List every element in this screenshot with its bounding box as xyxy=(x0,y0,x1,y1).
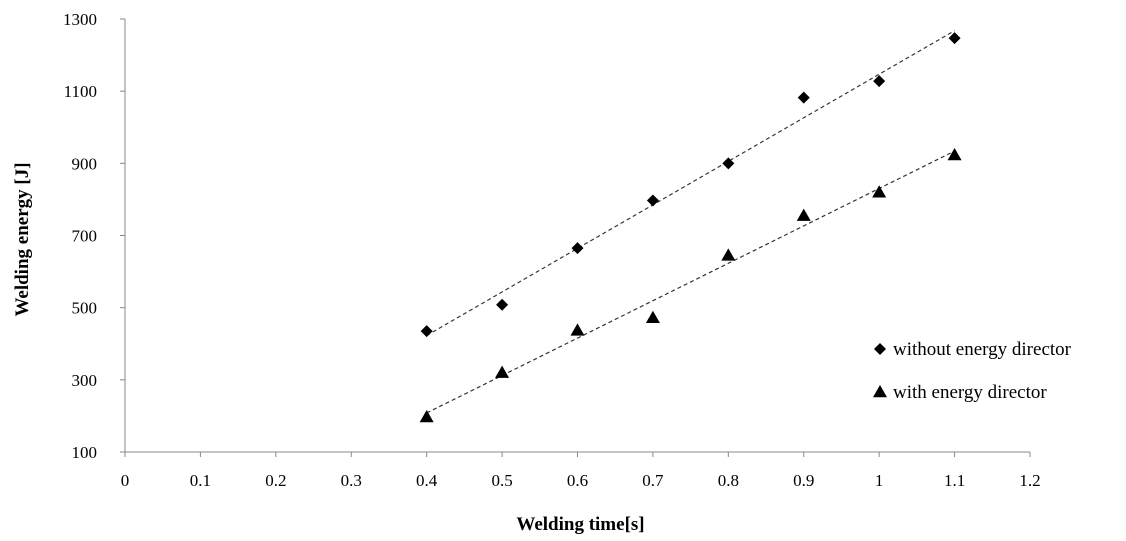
data-points xyxy=(419,32,962,423)
axes: 0 0.1 0.2 0.3 0.4 0.5 0.6 0.7 0.8 0.9 1 1.1 1.2 100 3… xyxy=(63,10,1041,490)
trendlines xyxy=(426,30,955,414)
legend: without energy director with energy dire… xyxy=(873,339,1072,403)
y-tick-label: 700 xyxy=(72,227,98,246)
x-tick-label: 0.2 xyxy=(265,471,286,490)
data-point-diamond xyxy=(571,242,584,255)
data-point-diamond xyxy=(722,157,735,170)
legend-label-with-energy-director: with energy director xyxy=(893,382,1047,403)
data-point-diamond xyxy=(948,32,961,45)
data-point-triangle xyxy=(645,310,660,324)
y-tick-label: 300 xyxy=(72,371,98,390)
y-axis-ticks: 100 300 500 700 900 1100 1300 xyxy=(63,10,125,462)
y-axis-title: Welding energy [J] xyxy=(12,162,33,316)
y-tick-label: 900 xyxy=(72,154,98,173)
legend-marker-diamond xyxy=(874,343,886,355)
legend-marker-triangle xyxy=(873,385,887,398)
y-tick-label: 1100 xyxy=(64,82,97,101)
data-point-diamond xyxy=(420,325,433,338)
x-tick-label: 0.3 xyxy=(341,471,362,490)
x-tick-label: 1.1 xyxy=(944,471,965,490)
y-tick-label: 1300 xyxy=(63,10,97,29)
x-tick-label: 0.8 xyxy=(718,471,739,490)
x-tick-label: 0.7 xyxy=(642,471,664,490)
x-tick-label: 0.6 xyxy=(567,471,588,490)
data-point-diamond xyxy=(873,75,886,88)
x-axis-title: Welding time[s] xyxy=(516,514,644,535)
y-tick-label: 500 xyxy=(72,299,98,318)
x-tick-label: 1.2 xyxy=(1019,471,1040,490)
legend-label-without-energy-director: without energy director xyxy=(893,339,1072,360)
data-point-triangle xyxy=(947,148,962,161)
data-point-triangle xyxy=(872,185,887,198)
x-tick-label: 0.4 xyxy=(416,471,438,490)
data-point-triangle xyxy=(495,365,510,378)
trendline-series-0 xyxy=(426,30,955,337)
data-point-triangle xyxy=(721,248,736,261)
x-tick-label: 0.1 xyxy=(190,471,211,490)
data-point-triangle xyxy=(796,208,811,221)
x-tick-label: 0 xyxy=(121,471,130,490)
data-point-triangle xyxy=(419,409,434,423)
x-tick-label: 0.9 xyxy=(793,471,814,490)
data-point-diamond xyxy=(496,298,509,311)
y-tick-label: 100 xyxy=(72,443,98,462)
x-tick-label: 1 xyxy=(875,471,884,490)
data-point-diamond xyxy=(646,194,659,207)
x-axis-ticks: 0 0.1 0.2 0.3 0.4 0.5 0.6 0.7 0.8 0.9 1 1.1 1.2 xyxy=(121,452,1041,490)
x-tick-label: 0.5 xyxy=(491,471,512,490)
trendline-series-1 xyxy=(426,150,955,414)
data-point-diamond xyxy=(797,91,810,104)
data-point-triangle xyxy=(570,323,585,336)
